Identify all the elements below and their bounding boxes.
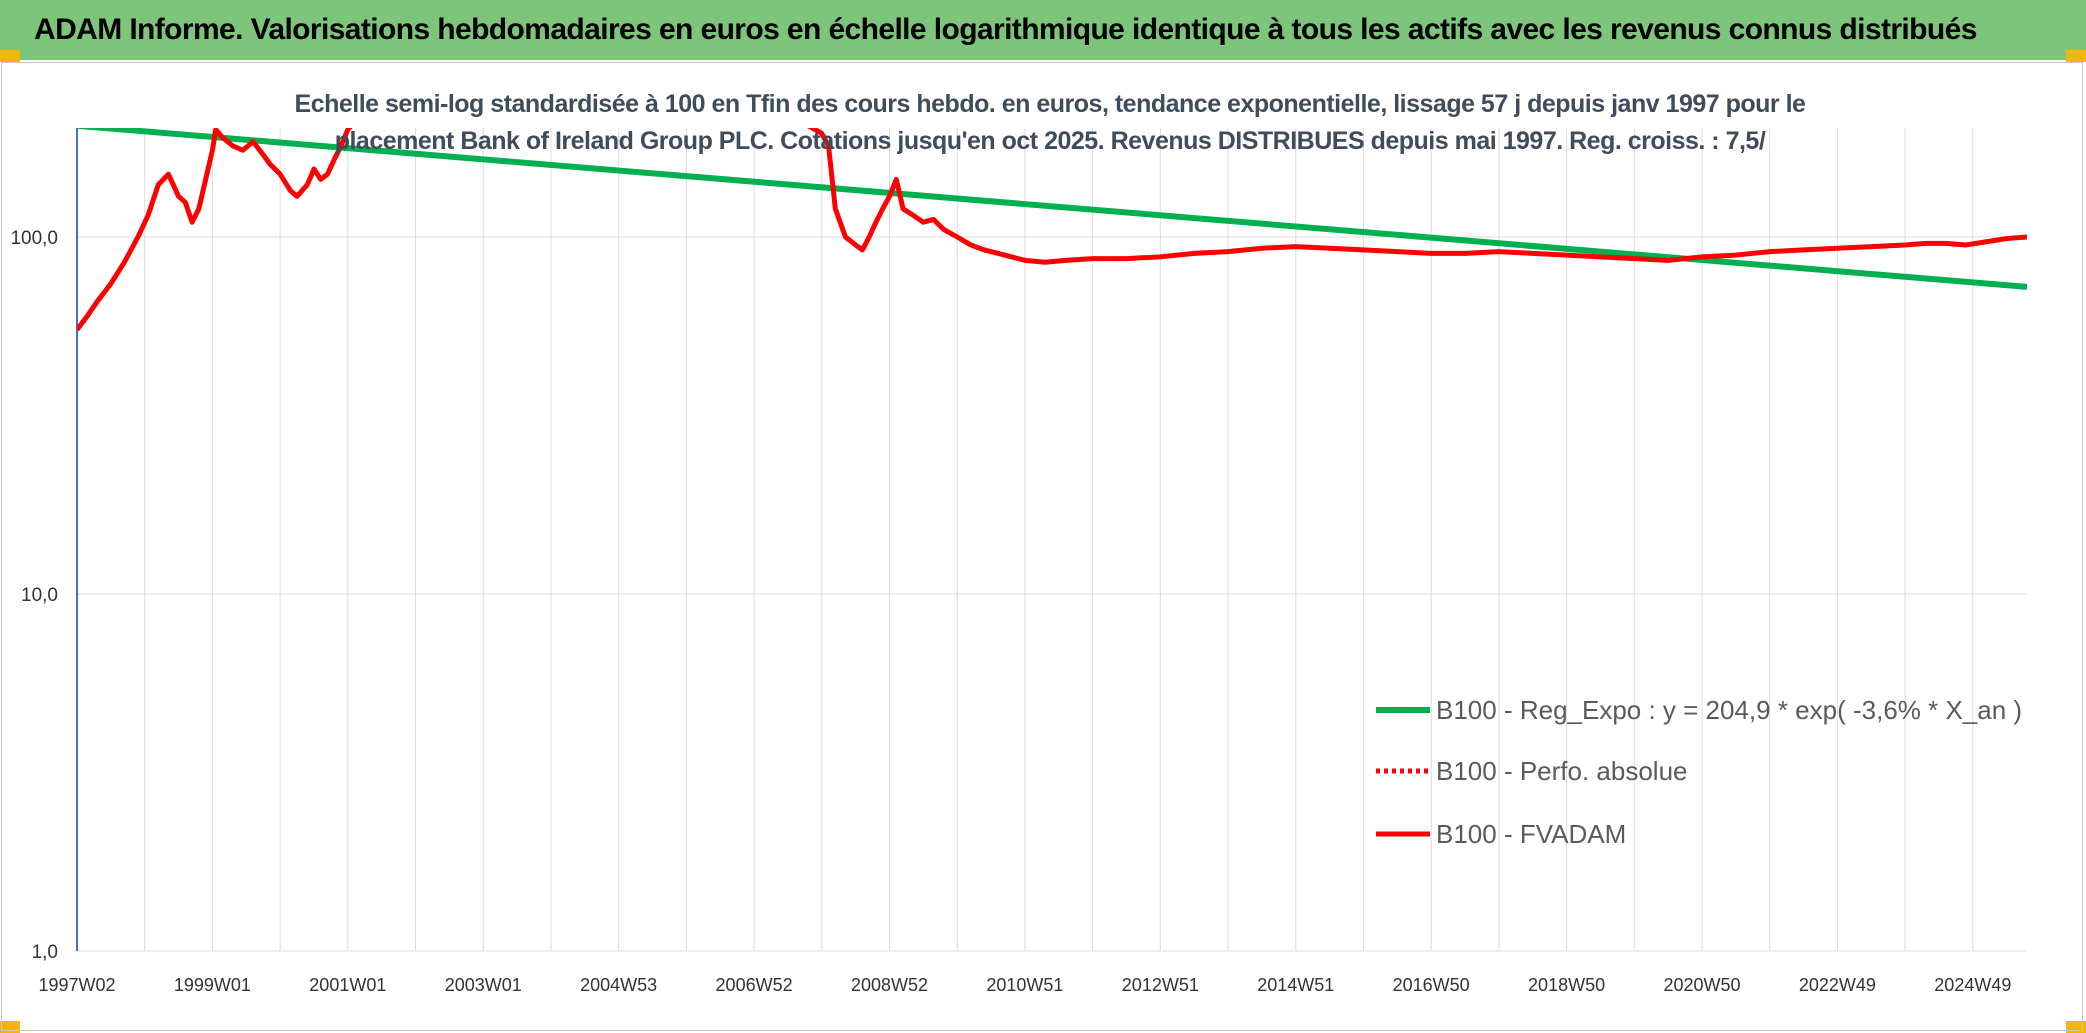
series-line-reg-expo bbox=[77, 128, 2027, 290]
x-tick-label: 2004W53 bbox=[580, 975, 657, 995]
corner-marker bbox=[0, 50, 20, 62]
x-tick-label: 2001W01 bbox=[309, 975, 386, 995]
legend-label-perfo-absolue: B100 - Perfo. absolue bbox=[1436, 756, 1688, 786]
x-tick-labels: 1997W02 1999W01 2001W01 2003W01 2004W53 2006W… bbox=[38, 975, 2011, 995]
y-tick-label: 100,0 bbox=[10, 228, 58, 249]
legend: B100 - Reg_Expo : y = 204,9 * exp( -3,6%… bbox=[1376, 695, 2022, 849]
report-title: ADAM Informe. Valorisations hebdomadaire… bbox=[34, 13, 1977, 46]
corner-marker bbox=[2066, 50, 2086, 62]
chart-title-line-2: placement Bank of Ireland Group PLC. Cot… bbox=[334, 127, 1766, 155]
x-tick-label: 2006W52 bbox=[716, 975, 793, 995]
x-tick-label: 2014W51 bbox=[1257, 975, 1334, 995]
x-tick-label: 2022W49 bbox=[1799, 975, 1876, 995]
vertical-gridlines bbox=[144, 128, 1974, 951]
x-tick-label: 2024W49 bbox=[1934, 975, 2011, 995]
report-banner: ADAM Informe. Valorisations hebdomadaire… bbox=[0, 0, 2086, 60]
x-tick-label: 2012W51 bbox=[1122, 975, 1199, 995]
x-tick-label: 2016W50 bbox=[1393, 975, 1470, 995]
series-line-fvadam bbox=[77, 128, 2027, 332]
horizontal-gridlines bbox=[77, 236, 2027, 952]
y-tick-label: 1,0 bbox=[32, 942, 58, 963]
x-tick-label: 2010W51 bbox=[986, 975, 1063, 995]
y-tick-labels: 1,0 10,0 100,0 bbox=[10, 228, 58, 963]
y-tick-label: 10,0 bbox=[21, 585, 58, 606]
x-tick-label: 1997W02 bbox=[38, 975, 115, 995]
legend-label-fvadam: B100 - FVADAM bbox=[1436, 819, 1626, 849]
chart-title-line-1: Echelle semi-log standardisée à 100 en T… bbox=[294, 90, 1806, 118]
x-tick-label: 2008W52 bbox=[851, 975, 928, 995]
chart-title: Echelle semi-log standardisée à 100 en T… bbox=[260, 86, 1840, 160]
x-tick-label: 1999W01 bbox=[174, 975, 251, 995]
legend-label-reg-expo: B100 - Reg_Expo : y = 204,9 * exp( -3,6%… bbox=[1436, 695, 2022, 725]
x-tick-label: 2020W50 bbox=[1663, 975, 1740, 995]
x-tick-label: 2018W50 bbox=[1528, 975, 1605, 995]
chart-frame bbox=[1, 62, 2083, 1031]
x-tick-label: 2003W01 bbox=[445, 975, 522, 995]
